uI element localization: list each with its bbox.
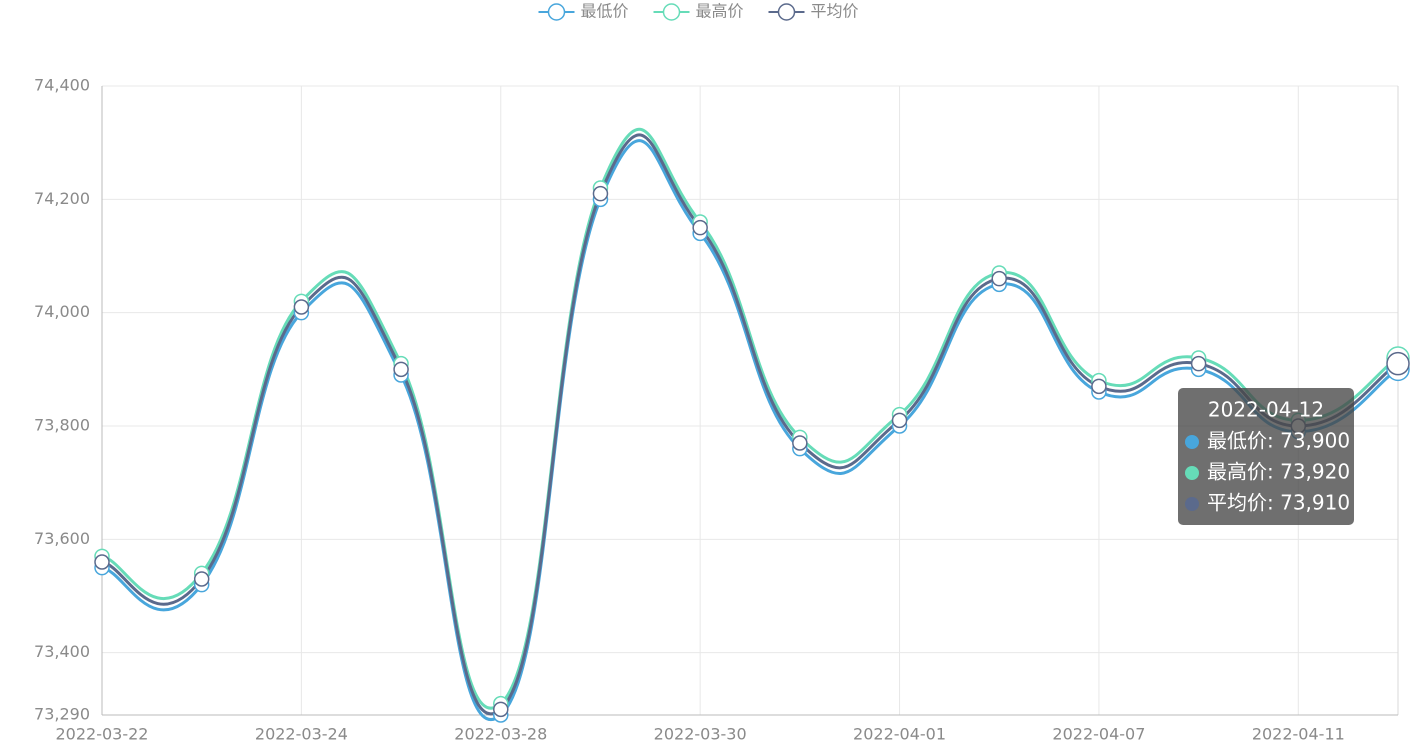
legend-marker (547, 3, 566, 21)
data-point (193, 571, 210, 587)
data-point (1091, 378, 1107, 395)
y-tick-label: 74,000 (34, 302, 90, 321)
series-line (101, 139, 1399, 721)
data-point (991, 270, 1007, 287)
y-tick-label: 73,290 (34, 705, 90, 724)
data-point (891, 412, 908, 429)
y-tick-label: 73,600 (34, 529, 90, 548)
tooltip-item: 最低价: 73,900 (1207, 429, 1350, 453)
legend-label: 最高价 (696, 2, 744, 21)
x-tick-label: 2022-04-07 (1052, 725, 1145, 744)
data-point (1190, 355, 1207, 372)
tooltip-box (1178, 388, 1354, 525)
tooltip-item: 平均价: 73,910 (1207, 491, 1350, 515)
data-point (393, 361, 409, 378)
y-tick-label: 74,200 (34, 189, 90, 208)
tooltip-item: 最高价: 73,920 (1207, 460, 1350, 484)
data-point (792, 435, 808, 451)
x-tick-label: 2022-03-24 (255, 725, 348, 744)
tooltip: 2022-04-12 最低价: 73,900 最高价: 73,920 平均价: 73,… (1178, 388, 1354, 525)
y-tick-label: 74,400 (34, 76, 90, 95)
legend-label: 平均价 (811, 2, 859, 21)
data-point (293, 299, 310, 315)
series-line (101, 127, 1399, 710)
tooltip-title: 2022-04-12 (1208, 398, 1324, 422)
data-point (592, 185, 609, 202)
data-point (493, 701, 509, 718)
data-point (1386, 351, 1410, 376)
x-tick-label: 2022-03-30 (654, 725, 747, 744)
legend-marker (777, 3, 796, 21)
x-tick-label: 2022-03-22 (56, 725, 149, 744)
data-point (94, 554, 110, 570)
tooltip-marker (1185, 466, 1199, 480)
x-tick-label: 2022-04-11 (1252, 725, 1345, 744)
y-tick-label: 73,800 (34, 416, 90, 435)
legend-marker (662, 3, 681, 21)
x-tick-label: 2022-03-28 (454, 725, 547, 744)
y-tick-label: 73,400 (34, 642, 90, 661)
legend-label: 最低价 (581, 2, 629, 21)
tooltip-marker (1185, 497, 1199, 511)
tooltip-marker (1185, 435, 1199, 449)
x-tick-label: 2022-04-01 (853, 725, 946, 744)
data-point (692, 219, 708, 236)
series-line (101, 133, 1399, 716)
